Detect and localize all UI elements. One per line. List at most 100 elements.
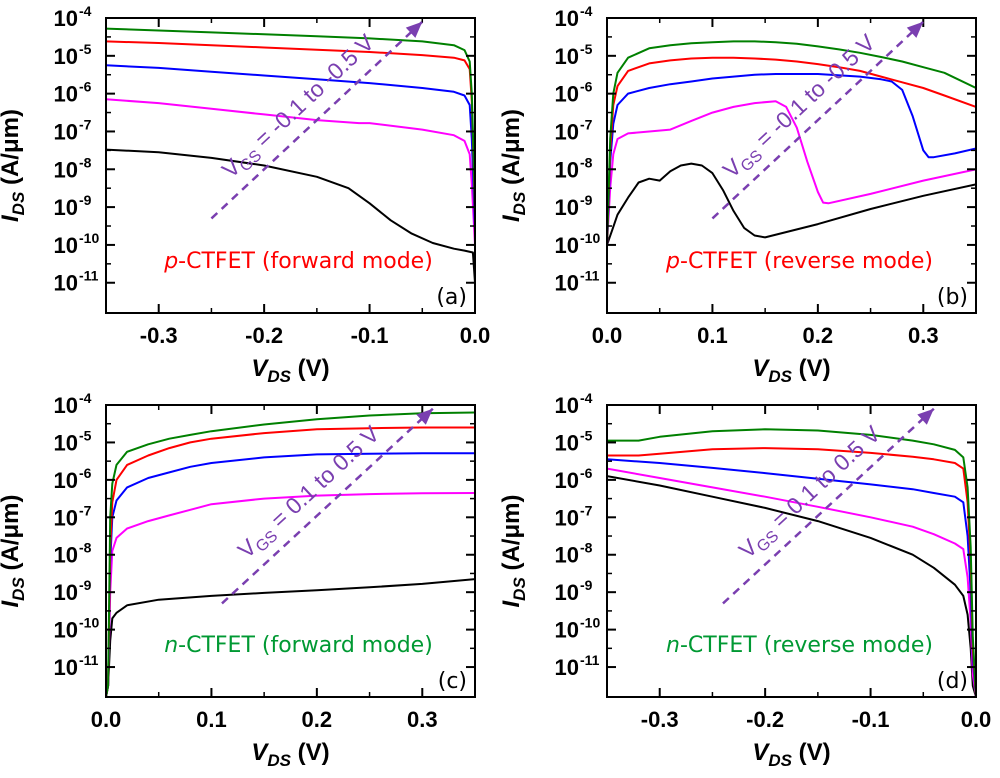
series-line-1 [106, 578, 475, 697]
y-tick-label: 10 [555, 580, 579, 605]
series-line-5 [607, 428, 976, 697]
y-tick-label: 10 [555, 233, 579, 258]
series-line-2 [607, 467, 976, 697]
series-line-3 [607, 73, 976, 245]
x-tick-label: -0.1 [852, 707, 890, 732]
y-axis-title: IDS (A/μm) [0, 495, 28, 608]
series-line-1 [607, 475, 976, 697]
panel-label: (a) [436, 285, 467, 310]
sweep-label: VGS = 0.1 to 0.5 V [734, 420, 889, 566]
y-tick-label: 10 [54, 119, 78, 144]
x-axis-title: VDS (V) [752, 355, 830, 386]
x-tick-label: 0.3 [908, 323, 939, 348]
y-tick-label: 10 [555, 393, 579, 418]
y-tick-exponent: -10 [79, 230, 99, 246]
y-tick-label: 10 [555, 195, 579, 220]
series-line-5 [607, 40, 976, 245]
y-tick-label: 10 [54, 82, 78, 107]
series-line-1 [106, 148, 475, 283]
sweep-label: VGS = -0.1 to -0.5 V [217, 29, 382, 186]
y-tick-label: 10 [555, 6, 579, 31]
y-tick-label: 10 [54, 468, 78, 493]
x-tick-label: -0.2 [245, 323, 283, 348]
y-tick-exponent: -6 [79, 465, 92, 481]
y-tick-exponent: -5 [580, 41, 593, 57]
y-tick-label: 10 [54, 271, 78, 296]
y-tick-exponent: -8 [580, 154, 593, 170]
x-tick-label: 0.0 [961, 707, 992, 732]
series-line-5 [106, 27, 475, 208]
plot-frame [105, 404, 476, 698]
x-tick-label: -0.1 [351, 323, 389, 348]
y-tick-label: 10 [54, 6, 78, 31]
x-tick-label: 0.0 [460, 323, 491, 348]
plot-frame [606, 404, 977, 698]
y-tick-exponent: -10 [580, 230, 600, 246]
y-tick-exponent: -7 [580, 116, 593, 132]
series-line-2 [106, 98, 475, 245]
y-tick-label: 10 [54, 618, 78, 643]
sweep-arrow-shaft [711, 20, 925, 220]
y-tick-label: 10 [555, 44, 579, 69]
y-tick-label: 10 [54, 393, 78, 418]
y-tick-label: 10 [555, 430, 579, 455]
series-line-2 [607, 100, 976, 245]
y-tick-label: 10 [54, 655, 78, 680]
y-tick-label: 10 [555, 543, 579, 568]
y-tick-label: 10 [54, 195, 78, 220]
y-tick-exponent: -7 [79, 502, 92, 518]
panel-label: (d) [937, 669, 968, 694]
y-tick-exponent: -10 [580, 615, 600, 631]
y-tick-label: 10 [54, 233, 78, 258]
plot-frame [606, 17, 977, 314]
sweep-arrow-shaft [210, 20, 424, 220]
plot-frame [105, 17, 476, 314]
series-line-3 [106, 64, 475, 230]
sweep-arrow-head [917, 408, 934, 425]
y-tick-exponent: -8 [580, 540, 593, 556]
y-tick-exponent: -7 [580, 502, 593, 518]
x-tick-label: 0.0 [91, 707, 122, 732]
y-tick-label: 10 [555, 505, 579, 530]
x-tick-label: -0.3 [140, 323, 178, 348]
y-tick-label: 10 [54, 543, 78, 568]
x-axis-title: VDS (V) [251, 739, 329, 770]
device-note: p-CTFET (forward mode) [163, 249, 433, 274]
y-tick-exponent: -4 [79, 3, 92, 19]
y-tick-label: 10 [54, 580, 78, 605]
series-line-1 [607, 162, 976, 246]
y-tick-exponent: -9 [580, 577, 593, 593]
y-tick-exponent: -8 [79, 540, 92, 556]
y-tick-label: 10 [555, 157, 579, 182]
y-tick-exponent: -9 [580, 192, 593, 208]
y-tick-exponent: -4 [580, 3, 593, 19]
x-tick-label: 0.3 [407, 707, 438, 732]
y-tick-label: 10 [555, 119, 579, 144]
panel-label: (b) [937, 285, 968, 310]
y-tick-label: 10 [555, 655, 579, 680]
panel-label: (c) [438, 669, 467, 694]
x-axis-title: VDS (V) [251, 355, 329, 386]
sweep-arrow-shaft [722, 407, 935, 605]
y-tick-label: 10 [555, 618, 579, 643]
y-tick-label: 10 [54, 44, 78, 69]
y-tick-exponent: -4 [580, 390, 593, 406]
y-axis-title: IDS (A/μm) [0, 109, 28, 222]
series-line-3 [607, 458, 976, 697]
y-tick-exponent: -5 [79, 41, 92, 57]
y-tick-label: 10 [555, 82, 579, 107]
series-line-5 [106, 411, 475, 697]
y-tick-exponent: -6 [580, 465, 593, 481]
y-tick-exponent: -8 [79, 154, 92, 170]
y-axis-title: IDS (A/μm) [498, 495, 529, 608]
y-tick-label: 10 [54, 157, 78, 182]
y-tick-exponent: -11 [79, 652, 99, 668]
y-tick-exponent: -9 [79, 192, 92, 208]
x-tick-label: 0.1 [697, 323, 728, 348]
x-tick-label: 0.1 [196, 707, 227, 732]
